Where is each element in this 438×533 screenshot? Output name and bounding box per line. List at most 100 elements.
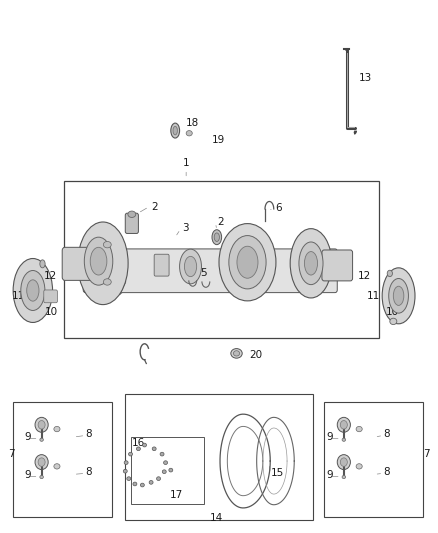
Ellipse shape <box>137 447 140 451</box>
Text: 12: 12 <box>44 271 57 281</box>
Ellipse shape <box>163 461 167 464</box>
Ellipse shape <box>128 211 136 217</box>
Ellipse shape <box>340 458 347 466</box>
Text: 20: 20 <box>250 350 263 360</box>
Ellipse shape <box>129 452 132 456</box>
Text: 1: 1 <box>183 158 190 168</box>
Ellipse shape <box>184 256 197 277</box>
Ellipse shape <box>90 247 107 275</box>
Ellipse shape <box>233 351 240 356</box>
Text: 4: 4 <box>95 265 102 275</box>
Ellipse shape <box>127 477 131 481</box>
FancyBboxPatch shape <box>125 213 138 233</box>
Ellipse shape <box>84 237 113 285</box>
Ellipse shape <box>356 426 362 432</box>
Text: 15: 15 <box>271 469 284 478</box>
Ellipse shape <box>35 455 48 470</box>
Ellipse shape <box>186 131 192 136</box>
Ellipse shape <box>171 123 180 138</box>
Ellipse shape <box>299 242 323 285</box>
FancyBboxPatch shape <box>83 249 337 293</box>
Ellipse shape <box>35 417 48 432</box>
Text: 5: 5 <box>200 268 206 278</box>
Ellipse shape <box>356 464 362 469</box>
Bar <box>13 402 112 517</box>
Ellipse shape <box>40 475 43 479</box>
Text: 3: 3 <box>182 223 188 233</box>
Ellipse shape <box>54 464 60 469</box>
Text: 11: 11 <box>12 291 25 301</box>
Ellipse shape <box>342 438 346 441</box>
Text: 8: 8 <box>383 429 390 439</box>
Ellipse shape <box>13 259 53 322</box>
Ellipse shape <box>103 241 111 248</box>
Text: 2: 2 <box>151 202 158 212</box>
Text: 10: 10 <box>385 307 399 317</box>
Ellipse shape <box>337 417 350 432</box>
Text: 7: 7 <box>8 449 14 459</box>
Bar <box>131 437 204 504</box>
Ellipse shape <box>337 455 350 470</box>
Ellipse shape <box>162 470 166 473</box>
Text: 9: 9 <box>326 470 333 480</box>
Ellipse shape <box>340 421 347 429</box>
Text: 8: 8 <box>383 467 390 477</box>
Ellipse shape <box>78 222 128 305</box>
FancyBboxPatch shape <box>44 290 57 303</box>
Ellipse shape <box>390 318 397 325</box>
FancyBboxPatch shape <box>62 247 98 280</box>
Text: 6: 6 <box>275 203 282 213</box>
Ellipse shape <box>38 421 45 429</box>
Ellipse shape <box>393 286 404 305</box>
Text: 17: 17 <box>170 490 183 499</box>
Ellipse shape <box>387 270 392 277</box>
Ellipse shape <box>214 233 219 241</box>
Ellipse shape <box>152 447 156 451</box>
Bar <box>125 394 313 520</box>
Ellipse shape <box>229 236 266 289</box>
Ellipse shape <box>40 438 43 441</box>
Ellipse shape <box>38 458 45 466</box>
Text: 13: 13 <box>359 74 372 83</box>
Ellipse shape <box>389 278 409 313</box>
Ellipse shape <box>212 230 222 245</box>
Ellipse shape <box>27 280 39 301</box>
Bar <box>324 402 423 517</box>
Ellipse shape <box>169 468 173 472</box>
Ellipse shape <box>124 461 128 464</box>
Text: 12: 12 <box>358 271 371 281</box>
Ellipse shape <box>103 279 111 285</box>
Ellipse shape <box>382 268 415 324</box>
Text: 7: 7 <box>424 449 430 459</box>
Text: 8: 8 <box>85 467 92 477</box>
Ellipse shape <box>290 229 332 298</box>
Text: 9: 9 <box>24 470 31 480</box>
Text: 19: 19 <box>212 135 225 144</box>
Ellipse shape <box>140 483 144 487</box>
Ellipse shape <box>237 246 258 278</box>
Ellipse shape <box>160 452 164 456</box>
Ellipse shape <box>143 443 146 447</box>
Ellipse shape <box>133 482 137 486</box>
Ellipse shape <box>180 249 201 284</box>
Ellipse shape <box>149 481 153 484</box>
Text: 9: 9 <box>24 432 31 442</box>
Ellipse shape <box>342 475 346 479</box>
Text: 11: 11 <box>367 291 380 301</box>
Text: 9: 9 <box>326 432 333 442</box>
Text: 2: 2 <box>217 217 223 227</box>
Ellipse shape <box>54 426 60 432</box>
Text: 8: 8 <box>85 429 92 439</box>
Bar <box>64 181 379 338</box>
Text: 10: 10 <box>45 307 58 317</box>
Text: 18: 18 <box>186 118 199 128</box>
Ellipse shape <box>40 260 45 268</box>
Ellipse shape <box>219 224 276 301</box>
Ellipse shape <box>156 477 160 481</box>
Text: 14: 14 <box>210 513 223 523</box>
Text: 16: 16 <box>132 439 145 448</box>
Ellipse shape <box>231 349 242 358</box>
FancyBboxPatch shape <box>154 254 169 276</box>
FancyBboxPatch shape <box>322 250 353 281</box>
Ellipse shape <box>21 271 45 310</box>
